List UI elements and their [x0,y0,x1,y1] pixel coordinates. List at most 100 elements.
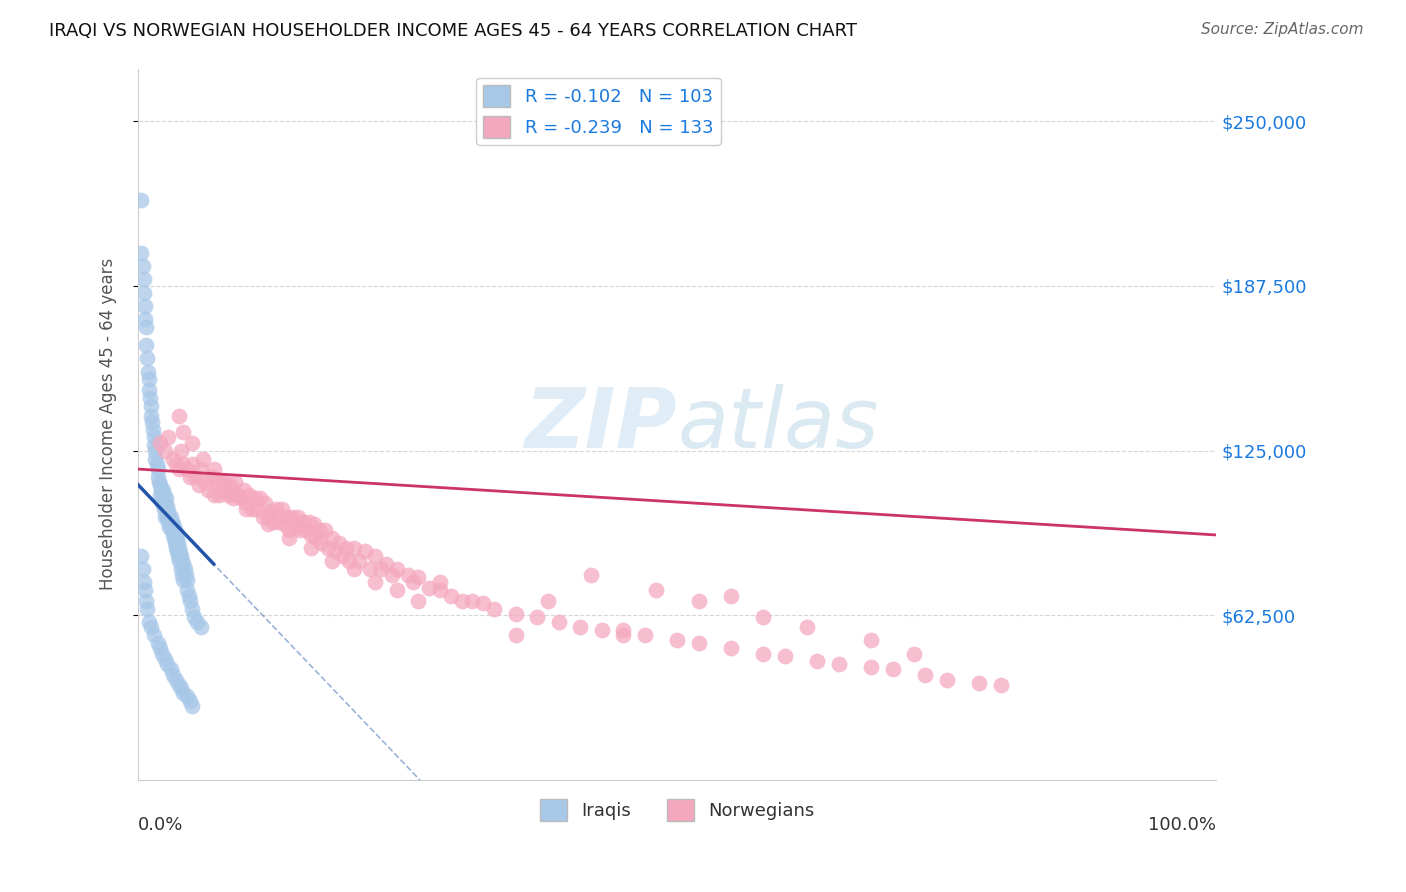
Point [159,662,181,676]
Point [150,496,173,510]
Point [526,609,548,624]
Point [165,528,187,542]
Point [472,597,495,611]
Point [364,549,387,563]
Point [281,509,304,524]
Point [243,491,266,505]
Point [328,536,350,550]
Point [252,509,274,524]
Point [172,686,194,700]
Point [202,462,225,476]
Point [612,628,634,642]
Point [136,365,159,379]
Text: Source: ZipAtlas.com: Source: ZipAtlas.com [1201,22,1364,37]
Point [167,541,190,556]
Point [131,562,153,576]
Point [218,478,240,492]
Point [170,562,193,576]
Point [179,694,201,708]
Point [332,549,354,563]
Point [155,491,177,505]
Point [321,554,343,568]
Point [208,488,231,502]
Point [967,675,990,690]
Point [214,483,236,498]
Point [165,673,187,687]
Point [134,299,156,313]
Point [228,488,250,502]
Point [170,549,193,563]
Point [173,562,195,576]
Point [194,475,217,490]
Point [172,457,194,471]
Point [380,567,402,582]
Point [153,443,176,458]
Point [190,620,212,634]
Point [149,488,172,502]
Point [903,647,925,661]
Point [335,541,357,556]
Point [505,607,527,621]
Point [145,443,167,458]
Point [254,496,277,510]
Point [132,285,155,300]
Point [217,488,239,502]
Point [162,451,184,466]
Point [139,409,162,424]
Point [181,699,204,714]
Point [292,515,315,529]
Point [375,557,398,571]
Point [482,601,505,615]
Point [176,573,198,587]
Point [297,515,319,529]
Point [165,541,187,556]
Point [152,483,174,498]
Point [143,430,166,444]
Point [242,501,264,516]
Point [157,515,180,529]
Point [752,609,775,624]
Legend: Iraqis, Norwegians: Iraqis, Norwegians [533,791,823,828]
Point [197,483,219,498]
Point [276,509,298,524]
Point [224,488,246,502]
Point [170,681,193,695]
Point [385,583,408,598]
Point [364,575,387,590]
Point [163,531,186,545]
Point [135,338,157,352]
Point [135,601,157,615]
Point [153,509,176,524]
Point [143,438,166,452]
Point [295,523,318,537]
Point [149,435,172,450]
Point [146,636,169,650]
Point [935,673,957,687]
Point [270,501,292,516]
Point [172,573,194,587]
Point [339,554,361,568]
Point [153,652,176,666]
Point [256,517,278,532]
Point [688,594,710,608]
Point [302,517,325,532]
Point [174,567,197,582]
Point [172,554,194,568]
Point [262,515,284,529]
Point [235,501,257,516]
Point [238,488,260,502]
Point [224,475,246,490]
Point [200,470,222,484]
Point [190,462,212,476]
Point [408,594,430,608]
Text: IRAQI VS NORWEGIAN HOUSEHOLDER INCOME AGES 45 - 64 YEARS CORRELATION CHART: IRAQI VS NORWEGIAN HOUSEHOLDER INCOME AG… [49,22,858,40]
Point [156,509,179,524]
Point [131,259,153,273]
Point [256,509,278,524]
Point [139,391,162,405]
Point [267,515,290,529]
Point [211,475,233,490]
Point [278,523,301,537]
Point [181,457,204,471]
Point [134,583,156,598]
